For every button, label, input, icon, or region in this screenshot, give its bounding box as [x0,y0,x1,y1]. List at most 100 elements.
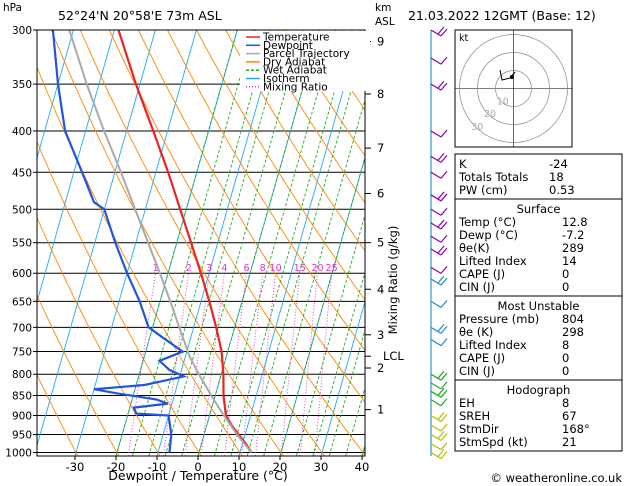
index-value: 0 [562,280,569,294]
wet-adiabat [328,328,365,456]
wind-barbs [430,26,448,460]
wind-barb-flag [440,207,448,216]
wind-barb-flag [440,433,448,441]
pressure-tick-label: 550 [12,238,32,250]
wet-adiabat [230,30,353,456]
index-label: Temp (°C) [458,215,516,229]
hodograph-ring [477,52,550,125]
dry-adiabat [50,30,284,456]
pressure-tick-label: 600 [12,268,32,280]
pressure-tick-label: 500 [12,204,32,216]
wind-barb-flag [440,154,448,163]
mixing-ratio-line [127,273,157,456]
mixing-ratio-line [314,273,333,456]
wind-barb-staff [430,29,442,37]
pressure-tick-label: 300 [12,25,32,37]
mixing-ratio-line [162,273,190,456]
height-tick-label: 3 [377,328,384,342]
copyright: © weatheronline.co.uk [490,471,622,485]
wind-barb-flag [437,80,445,89]
wind-barb-flag [440,247,448,256]
wind-barb-staff [430,194,442,202]
pressure-tick-label: 1000 [5,448,32,460]
wind-barb-staff [430,326,442,334]
wind-barb-flag [437,323,445,332]
legend-label: Dry Adiabat [263,56,325,68]
wind-barb-mark [430,442,448,451]
wet-adiabat [263,98,365,456]
wind-barb-staff [430,155,442,163]
index-label: θe(K) [459,241,490,255]
mixing-ratio-label: 25 [326,263,338,274]
wind-barb-mark [430,338,448,347]
index-value: 14 [562,254,577,268]
wet-adiabat [164,30,287,456]
wind-barb-flag [440,193,448,202]
index-value: 21 [562,435,577,449]
pressure-tick-label: 400 [12,126,32,138]
wind-barb-staff [430,235,442,243]
background-lines [37,30,365,456]
index-label: PW (cm) [459,183,507,197]
height-tick-label: 4 [377,282,384,296]
wet-adiabat [181,30,304,456]
index-label: Dewp (°C) [459,228,518,242]
x-axis-title: Dewpoint / Temperature (°C) [108,468,287,483]
indices-table: K -24 Totals Totals 18 PW (cm) 0.53 SurfaceTem… [454,153,623,452]
wind-barb-staff [430,248,442,256]
index-value: 12.8 [562,215,588,229]
wind-barb-flag [437,219,445,228]
temperature-tick-label: -20 [107,460,126,474]
wind-barb-staff [430,339,442,347]
pressure-tick-label: 750 [12,347,32,359]
wind-barb-mark [430,370,448,381]
wind-barb-mark [430,449,448,460]
wind-barb-flag [440,221,448,230]
index-value: 0 [562,364,569,378]
mixing-ratio-line [224,273,247,456]
mixing-ratio-label: 3 [206,263,212,274]
wind-barb-mark [430,152,448,163]
wind-barb-mark [430,170,448,179]
mixing-ratio-line [280,273,301,456]
wet-adiabat [213,30,337,456]
wet-adiabat [115,30,238,456]
wind-barb-staff [430,451,442,460]
index-value: 67 [562,409,577,423]
index-value: 0 [562,351,569,365]
index-label: SREH [459,409,490,423]
pressure-tick-label: 350 [12,79,32,91]
indices-section-box [454,198,623,297]
wind-barb-flag [440,170,448,179]
legend-label: Temperature [262,32,330,44]
wind-barb-flag [437,370,445,379]
wind-barb-staff [430,433,442,442]
wind-barb-staff [430,57,442,65]
wind-barb-staff [430,222,442,230]
temperature-tick-label: -30 [66,460,85,474]
hodograph-ring [495,70,532,107]
wind-barb-mark [430,412,448,423]
dry-adiabat [37,294,120,456]
wind-barb-flag [437,449,445,457]
wind-barb-flag [440,28,448,37]
datetime-label: 21.03.2022 12GMT (Base: 12) [408,8,596,23]
wind-barb-flag [437,26,445,35]
index-value: 289 [562,241,584,255]
pressure-tick-label: 950 [12,430,32,442]
index-value: 0.53 [549,183,575,197]
mixing-ratio-line [254,273,277,456]
legend-label: Parcel Trajectory [263,48,350,60]
index-value: 8 [562,338,569,352]
wind-barb-flag [440,451,448,459]
hodograph-trace [499,69,516,81]
indices-section-box [454,379,623,452]
index-label: CIN (J) [459,280,495,294]
mixing-ratio-label: 10 [270,263,282,274]
hodograph-ring-label: 30 [471,122,483,133]
wind-barb-flag [440,398,448,406]
wind-barb-mark [430,245,448,256]
dry-adiabat [254,30,365,204]
indices-section-title: Surface [517,202,561,216]
